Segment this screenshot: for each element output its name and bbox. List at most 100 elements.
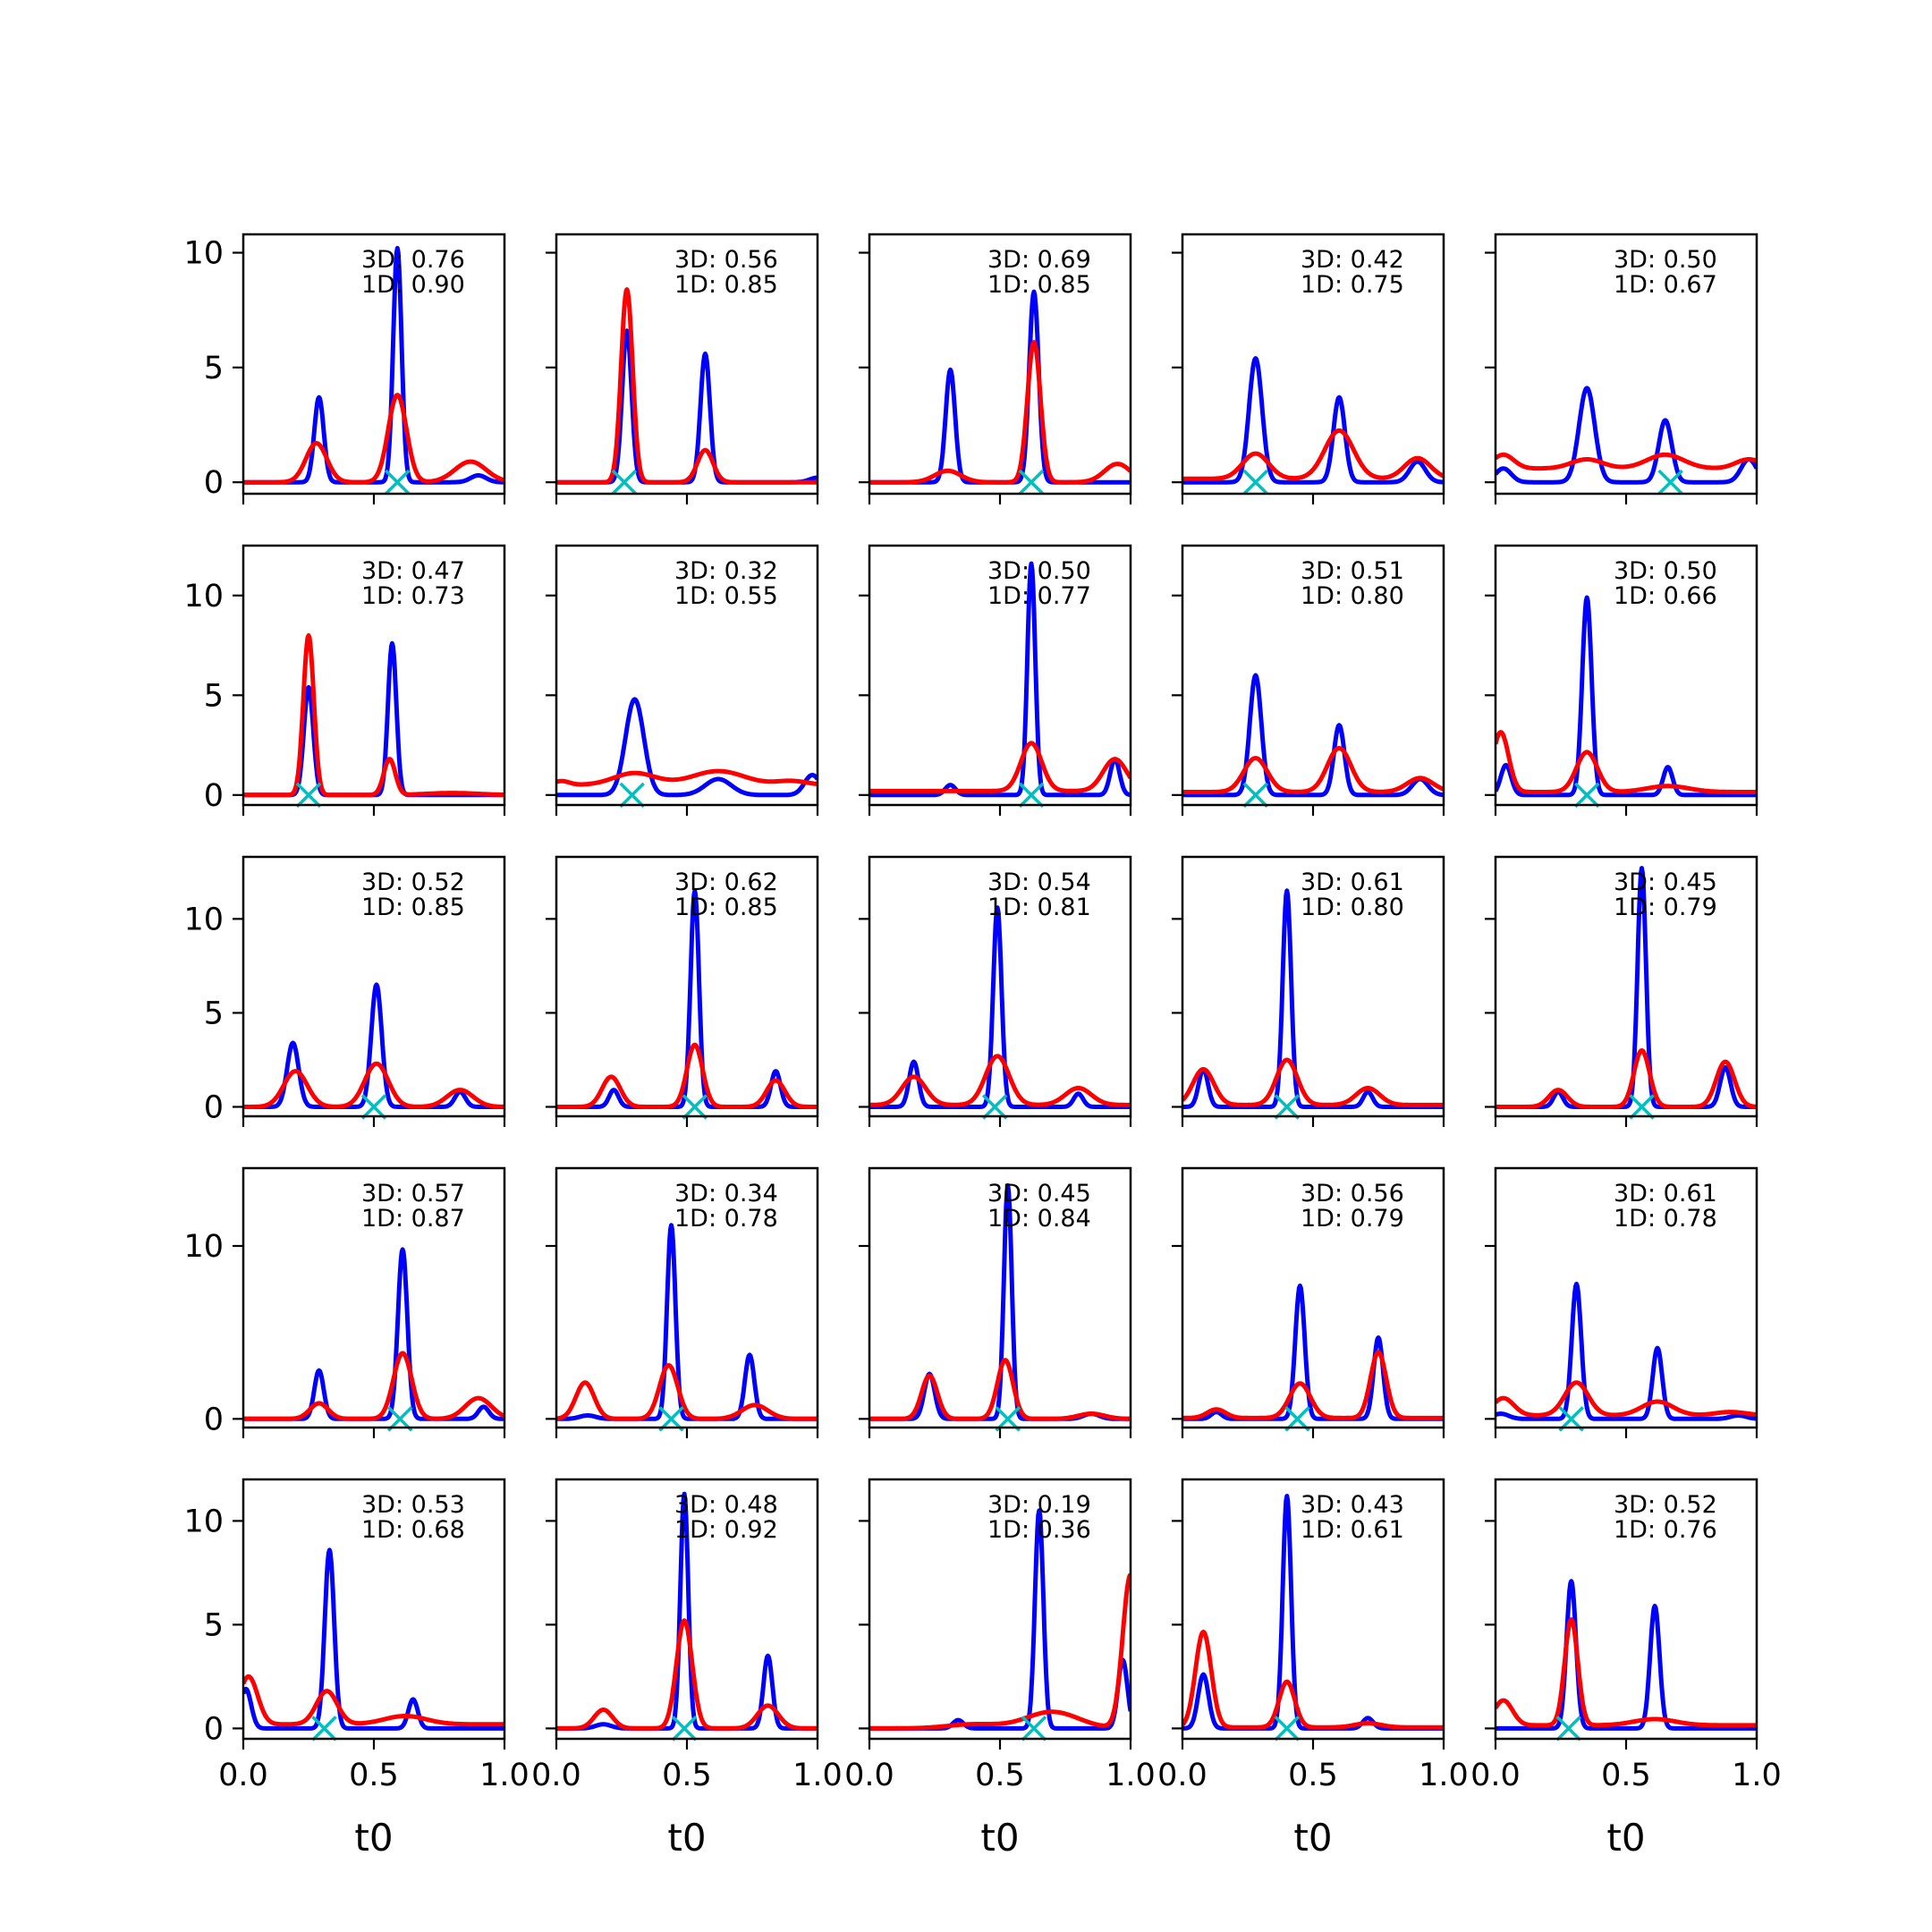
score-3d-label: 3D: 0.50	[1614, 557, 1717, 585]
blue-curve	[1496, 595, 1757, 798]
score-1d-label: 1D: 0.67	[1614, 271, 1717, 299]
x-axis-label: t0	[980, 1816, 1019, 1860]
red-curve	[556, 1618, 818, 1731]
score-1d-label: 1D: 0.55	[674, 582, 778, 610]
score-1d-label: 1D: 0.85	[674, 271, 778, 299]
x-tick-label: 0.0	[531, 1758, 581, 1793]
true-t0-marker	[1274, 1716, 1301, 1741]
red-curve	[556, 768, 818, 787]
score-3d-label: 3D: 0.19	[987, 1491, 1091, 1519]
red-curve	[1182, 1630, 1444, 1730]
y-tick-label: 10	[183, 1504, 224, 1539]
y-tick-label: 0	[204, 465, 224, 501]
red-curve	[869, 741, 1131, 793]
red-curve	[869, 1572, 1131, 1731]
score-1d-label: 1D: 0.81	[987, 894, 1091, 921]
blue-curve	[556, 328, 818, 485]
score-3d-label: 3D: 0.45	[1614, 869, 1717, 896]
blue-curve	[556, 1223, 818, 1421]
true-t0-marker	[295, 782, 322, 809]
score-3d-label: 3D: 0.52	[361, 869, 465, 896]
score-3d-label: 3D: 0.52	[1614, 1491, 1717, 1519]
score-1d-label: 1D: 0.79	[1301, 1205, 1404, 1233]
true-t0-marker	[1573, 782, 1600, 809]
red-curve	[243, 393, 504, 485]
blue-curve	[1182, 888, 1444, 1109]
score-3d-label: 3D: 0.32	[674, 557, 778, 585]
true-t0-marker	[1242, 469, 1268, 496]
score-3d-label: 3D: 0.34	[674, 1180, 778, 1208]
score-3d-label: 3D: 0.51	[1301, 557, 1404, 585]
x-axis-label: t0	[354, 1816, 393, 1860]
score-1d-label: 1D: 0.87	[361, 1205, 465, 1233]
x-tick-label: 0.0	[218, 1758, 268, 1793]
score-1d-label: 1D: 0.78	[1614, 1205, 1717, 1233]
red-curve	[556, 1362, 818, 1421]
true-t0-marker	[619, 782, 645, 809]
red-curve	[1496, 1617, 1757, 1728]
y-tick-label: 5	[204, 1607, 224, 1643]
red-curve	[869, 340, 1131, 485]
y-tick-label: 10	[183, 236, 224, 272]
red-curve	[556, 287, 818, 485]
red-curve	[556, 1042, 818, 1109]
score-1d-label: 1D: 0.80	[1301, 894, 1404, 921]
score-3d-label: 3D: 0.56	[674, 246, 778, 274]
red-curve	[1182, 1350, 1444, 1420]
true-t0-marker	[1021, 1716, 1047, 1741]
x-tick-label: 0.0	[844, 1758, 894, 1793]
y-tick-label: 5	[204, 351, 224, 386]
blue-curve	[243, 640, 504, 798]
score-1d-label: 1D: 0.68	[361, 1516, 465, 1544]
blue-curve	[1182, 673, 1444, 798]
blue-curve	[1496, 1282, 1757, 1421]
true-t0-marker	[1018, 469, 1045, 496]
x-tick-label: 1.0	[1732, 1758, 1782, 1793]
y-tick-label: 0	[204, 1711, 224, 1747]
x-tick-label: 0.5	[1601, 1758, 1651, 1793]
x-tick-label: 1.0	[1106, 1758, 1156, 1793]
y-tick-label: 5	[204, 678, 224, 714]
red-curve	[869, 1054, 1131, 1107]
y-tick-label: 5	[204, 996, 224, 1031]
true-t0-marker	[385, 469, 411, 496]
score-3d-label: 3D: 0.54	[987, 869, 1091, 896]
x-axis-label: t0	[1293, 1816, 1332, 1860]
score-3d-label: 3D: 0.61	[1614, 1180, 1717, 1208]
blue-curve	[556, 1491, 818, 1731]
score-1d-label: 1D: 0.80	[1301, 582, 1404, 610]
red-curve	[243, 1674, 504, 1727]
true-t0-marker	[611, 469, 638, 496]
x-tick-label: 0.0	[1157, 1758, 1208, 1793]
x-tick-label: 0.5	[975, 1758, 1025, 1793]
y-tick-label: 0	[204, 1402, 224, 1437]
score-3d-label: 3D: 0.45	[987, 1180, 1091, 1208]
score-3d-label: 3D: 0.76	[361, 246, 465, 274]
score-3d-label: 3D: 0.50	[1614, 246, 1717, 274]
true-t0-marker	[1629, 1094, 1655, 1120]
score-3d-label: 3D: 0.56	[1301, 1180, 1404, 1208]
red-curve	[1182, 1057, 1444, 1107]
blue-curve	[869, 561, 1131, 798]
x-tick-label: 0.5	[662, 1758, 712, 1793]
score-1d-label: 1D: 0.85	[987, 271, 1091, 299]
score-1d-label: 1D: 0.61	[1301, 1516, 1404, 1544]
blue-curve	[556, 697, 818, 798]
score-3d-label: 3D: 0.61	[1301, 869, 1404, 896]
red-curve	[1182, 428, 1444, 481]
x-tick-label: 0.0	[1470, 1758, 1521, 1793]
score-3d-label: 3D: 0.57	[361, 1180, 465, 1208]
